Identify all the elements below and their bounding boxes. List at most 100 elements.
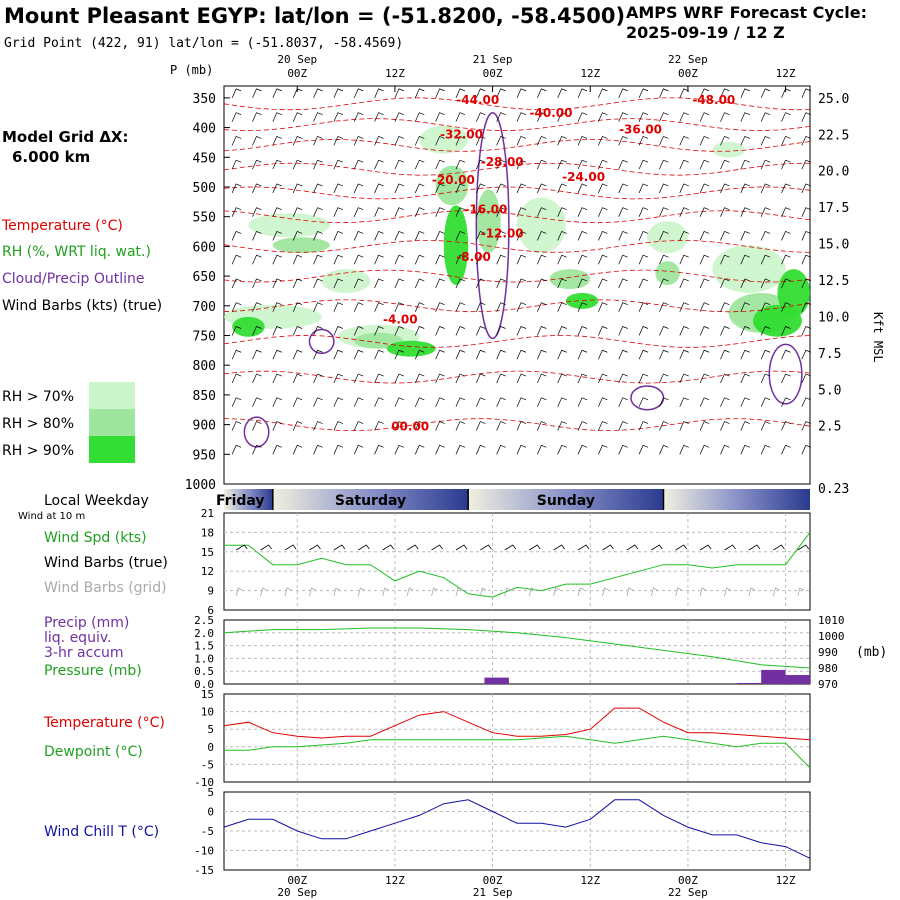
wind-barb (231, 88, 242, 99)
wind-barb (394, 373, 405, 384)
wind-barb (720, 397, 730, 407)
wind-barb (374, 112, 384, 122)
wind-barb (313, 397, 323, 407)
wind-barb (720, 230, 730, 241)
wind-barb (557, 183, 567, 194)
wind-barb (394, 183, 405, 194)
surface-wind-barb (284, 544, 297, 551)
wind-barb (740, 421, 750, 431)
wind-barb (699, 207, 710, 217)
wind-barb (537, 349, 547, 360)
model-grid-label: Model Grid ΔX: (2, 128, 129, 146)
cloud-outline (308, 328, 335, 355)
wind-barb (781, 421, 791, 431)
surface-wind-barb (382, 544, 395, 551)
wind-barb (679, 183, 689, 194)
wind-barb (252, 278, 262, 289)
wind-barb (292, 159, 303, 170)
wind-barb (333, 230, 344, 241)
wind-barb (455, 135, 466, 146)
wind-barb (455, 254, 466, 265)
windchill-line (223, 799, 811, 859)
precip-bar (736, 682, 762, 684)
rh-region (272, 237, 330, 254)
grid-wind-barb (553, 587, 560, 597)
temperature-contour (223, 418, 811, 432)
wind-barb (781, 349, 791, 360)
chill-x-tick: 12Z (580, 874, 600, 887)
xsec-y-right-tick: 17.5 (818, 201, 849, 216)
wind-barb (252, 88, 262, 99)
wind-barb (516, 230, 527, 241)
wind-barb (455, 421, 466, 431)
wind-barb (414, 254, 425, 265)
wind-barb (740, 135, 750, 146)
xsec-y-right-tick: 12.5 (818, 274, 849, 289)
xsec-y-tick: 1000 (185, 478, 216, 493)
wind-barb (272, 135, 282, 146)
wind-barb (292, 326, 303, 336)
wind-barb (353, 302, 364, 312)
wind-barb (516, 326, 527, 336)
wind-barb (740, 397, 750, 407)
legend-temperature2: Temperature (°C) (43, 715, 165, 731)
grid-wind-barb (699, 587, 707, 597)
wind-barb (638, 397, 649, 407)
wind-barb (557, 421, 567, 431)
precip-bar (484, 677, 509, 684)
wind-barb (720, 444, 730, 455)
wind-barb (374, 159, 384, 170)
wind-barb (333, 349, 344, 360)
xsec-y-right-tick: 5.0 (818, 383, 841, 398)
wind-barb (659, 230, 669, 241)
panel-y-tick: 5 (207, 723, 214, 736)
wind-barb (252, 207, 262, 217)
grid-wind-barb (431, 587, 438, 597)
wind-barb (760, 183, 771, 194)
wind-barb (333, 278, 344, 289)
panel-y-tick: 18 (201, 526, 214, 539)
grid-wind-barb (748, 587, 756, 597)
wind-barb (781, 444, 791, 455)
wind-barb (313, 135, 323, 146)
wind-barb (353, 159, 364, 170)
wind-barb (598, 302, 608, 312)
rh-region (647, 221, 688, 254)
wind-barb (414, 112, 425, 122)
wind-barb (435, 373, 445, 384)
xsec-x-tick: 12Z (385, 67, 405, 80)
panel-y-tick: 0 (207, 806, 214, 819)
wind-barb (659, 207, 669, 217)
wind-barb (272, 183, 282, 194)
legend-precip: Precip (mm) (44, 615, 129, 631)
wind-barb (618, 373, 628, 384)
wind-barb (496, 373, 506, 384)
wind-barb (231, 135, 242, 146)
wind-barb (659, 302, 669, 312)
xsec-x-date: 22 Sep (668, 53, 708, 66)
wind-barb (272, 88, 282, 99)
xsec-y-tick: 650 (193, 270, 216, 285)
wind-barb (455, 444, 466, 455)
xsec-x-date: 21 Sep (473, 53, 513, 66)
wind-barb (313, 159, 323, 170)
wind-barb (353, 88, 364, 99)
wind-barb (455, 349, 466, 360)
wind-barb (638, 207, 649, 217)
dewpoint-line (224, 735, 811, 769)
wind-barb (781, 278, 791, 289)
wind-barb (598, 112, 608, 122)
wind-barb (374, 397, 384, 407)
wind-barb (720, 135, 730, 146)
grid-wind-barb (357, 587, 365, 597)
wind-barb (414, 349, 425, 360)
temperature-contour (223, 97, 811, 111)
wind-barb (659, 278, 669, 289)
wind-barb (577, 373, 588, 384)
wind-barb (537, 254, 547, 265)
wind-barb (435, 444, 445, 455)
wind-barb (252, 159, 262, 170)
wind-barb (496, 112, 506, 122)
surface-wind-barb (309, 544, 321, 551)
wind-barb (252, 183, 262, 194)
